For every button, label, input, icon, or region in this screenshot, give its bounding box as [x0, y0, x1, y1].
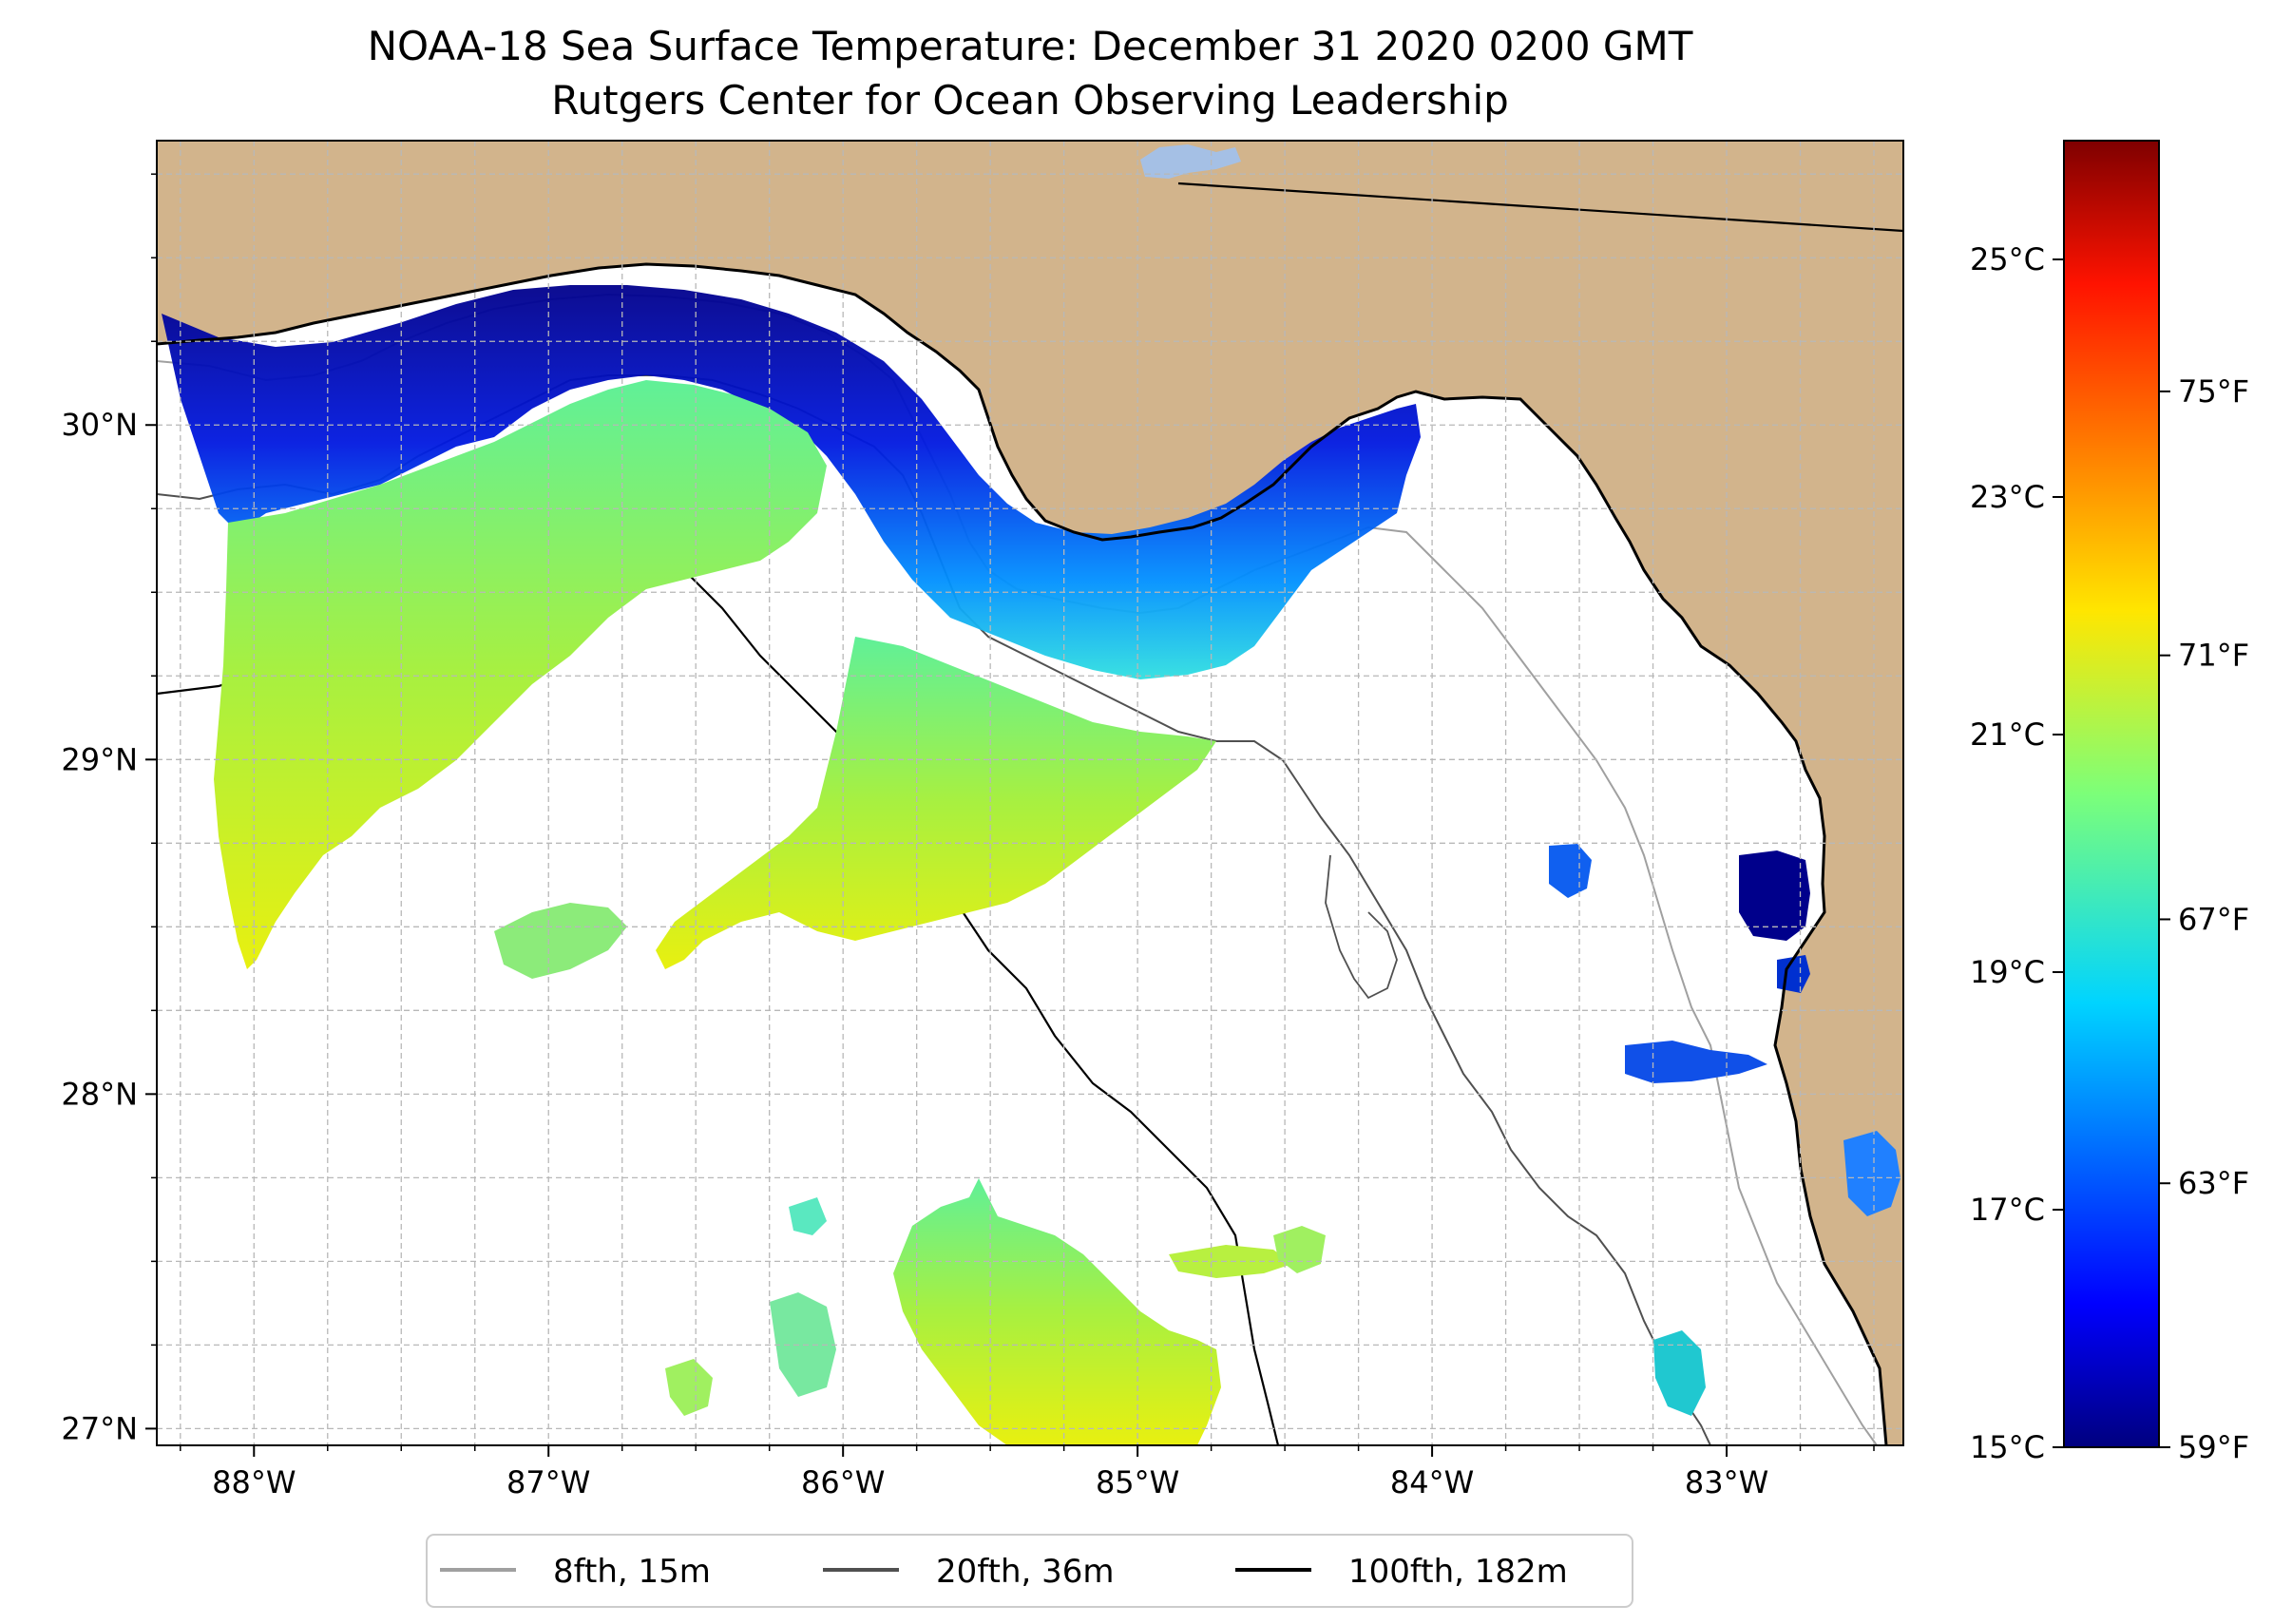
sst-west-warm-wedge — [214, 380, 827, 969]
sst-east-blue-patch-2 — [1549, 844, 1592, 898]
sst-tampa-bay-patch — [1843, 1131, 1900, 1216]
sst-south-warm-patch — [893, 1178, 1221, 1445]
colorbar-celsius-ticks: 25°C 23°C 21°C 19°C 17°C 15°C — [1970, 241, 2064, 1465]
title-line-1: NOAA-18 Sea Surface Temperature: Decembe… — [368, 23, 1693, 69]
colorbar-celsius-label: 25°C — [1970, 241, 2045, 277]
colorbar-fahrenheit-label: 71°F — [2178, 638, 2249, 674]
sst-cold-coastal-band — [162, 285, 1421, 679]
lake-seminole — [1140, 144, 1241, 179]
colorbar-fahrenheit-label: 75°F — [2178, 373, 2249, 410]
longitude-axis: 88°W 87°W 86°W 85°W 84°W 83°W — [180, 1445, 1875, 1500]
lon-tick-label: 85°W — [1096, 1464, 1179, 1500]
sst-central-warm-field — [656, 637, 1216, 969]
sst-east-blue-patch-3 — [1625, 1041, 1767, 1083]
lat-tick-label: 29°N — [61, 741, 138, 777]
contour-20fth-bigbend — [1325, 854, 1398, 1000]
land-north-coast — [157, 141, 1903, 1445]
lon-tick-label: 84°W — [1390, 1464, 1474, 1500]
lat-tick-label: 30°N — [61, 407, 138, 443]
lon-tick-label: 88°W — [212, 1464, 296, 1500]
sst-east-blue-patch-1 — [1739, 850, 1810, 941]
legend-label-20fth: 20fth, 36m — [936, 1553, 1115, 1591]
colorbar-celsius-label: 23°C — [1970, 479, 2045, 515]
legend-label-100fth: 100fth, 182m — [1348, 1553, 1568, 1591]
sst-small-patch-1 — [494, 903, 627, 979]
contour-100fth-north — [1177, 182, 1903, 233]
colorbar: 25°C 23°C 21°C 19°C 17°C 15°C 75°F 71°F 67°F 63°… — [1970, 140, 2249, 1465]
sst-east-cyan-patch — [1653, 1330, 1706, 1416]
lat-tick-label: 28°N — [61, 1076, 138, 1112]
title-line-2: Rutgers Center for Ocean Observing Leade… — [551, 77, 1509, 124]
colorbar-celsius-label: 19°C — [1970, 954, 2045, 990]
sst-small-patch-6 — [789, 1197, 827, 1235]
sst-small-patch-3 — [1273, 1226, 1326, 1273]
legend-label-8fth: 8fth, 15m — [553, 1553, 711, 1591]
legend-box — [426, 1534, 1633, 1608]
lon-tick-label: 86°W — [801, 1464, 885, 1500]
colorbar-gradient — [2063, 140, 2160, 1448]
colorbar-celsius-label: 15°C — [1970, 1429, 2045, 1465]
latitude-axis: 30°N 29°N 28°N 27°N — [61, 173, 157, 1446]
sst-small-patch-5 — [665, 1359, 713, 1416]
lon-tick-label: 87°W — [506, 1464, 590, 1500]
lon-tick-label: 83°W — [1685, 1464, 1768, 1500]
lat-tick-label: 27°N — [61, 1410, 138, 1446]
colorbar-fahrenheit-label: 67°F — [2178, 901, 2249, 937]
map-gridlines — [157, 141, 1903, 1445]
contour-legend: 8fth, 15m 20fth, 36m 100fth, 182m — [426, 1534, 1633, 1608]
map-frame — [156, 140, 1904, 1446]
colorbar-celsius-label: 17°C — [1970, 1192, 2045, 1228]
colorbar-fahrenheit-label: 63°F — [2178, 1165, 2249, 1201]
map-panel[interactable] — [157, 141, 1903, 1445]
colorbar-fahrenheit-ticks: 75°F 71°F 67°F 63°F 59°F — [2159, 373, 2249, 1465]
colorbar-fahrenheit-label: 59°F — [2178, 1429, 2249, 1465]
colorbar-celsius-label: 21°C — [1970, 716, 2045, 753]
